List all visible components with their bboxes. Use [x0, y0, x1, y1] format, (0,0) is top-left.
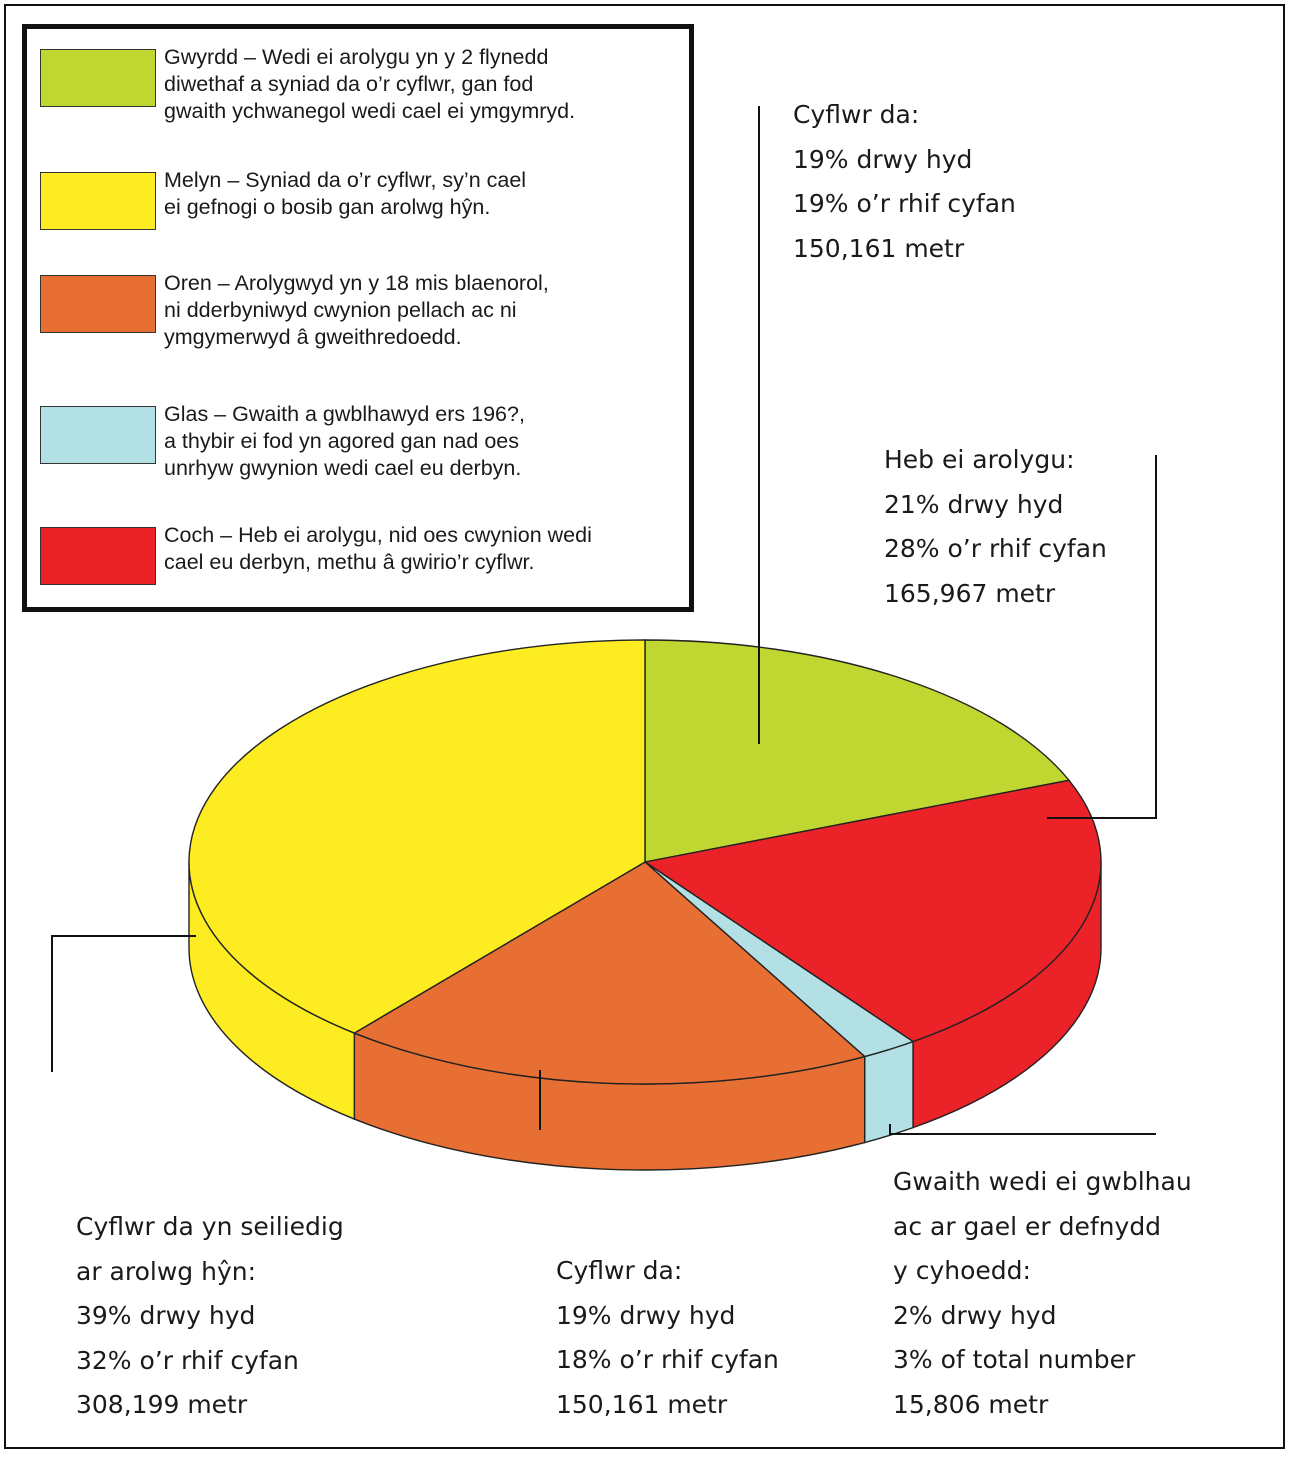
- callout-blue: Gwaith wedi ei gwblhau ac ar gael er def…: [893, 1160, 1192, 1427]
- legend-swatch-red: [40, 527, 156, 585]
- legend-swatch-orange: [40, 275, 156, 333]
- callout-green-line: Cyflwr da:: [793, 100, 920, 129]
- legend-text-green: Gwyrdd – Wedi ei arolygu yn y 2 flynedd …: [164, 45, 576, 123]
- legend-text-orange: Oren – Arolygwyd yn y 18 mis blaenorol, …: [164, 271, 549, 349]
- callout-yellow-line: 39% drwy hyd: [76, 1301, 256, 1330]
- callout-red-line: Heb ei arolygu:: [884, 445, 1075, 474]
- pie-slice-coch: [643, 779, 1102, 1043]
- leader-line-melyn: [51, 935, 196, 1072]
- callout-orange: Cyflwr da: 19% drwy hyd 18% o’r rhif cyf…: [556, 1249, 779, 1427]
- callout-blue-line: 3% of total number: [893, 1345, 1136, 1374]
- legend-text-red: Coch – Heb ei arolygu, nid oes cwynion w…: [164, 523, 592, 574]
- callout-yellow-line: 308,199 metr: [76, 1390, 248, 1419]
- callout-green: Cyflwr da: 19% drwy hyd 19% o’r rhif cyf…: [793, 93, 1016, 271]
- callout-orange-line: 150,161 metr: [556, 1389, 728, 1419]
- callout-blue-line: 2% drwy hyd: [893, 1300, 1057, 1330]
- callout-orange-line: Cyflwr da:: [556, 1256, 683, 1285]
- chart-frame: [4, 4, 1285, 1449]
- pie-slice-melyn: [188, 639, 646, 1034]
- leader-line-coch: [1047, 455, 1157, 819]
- callout-green-line: 19% drwy hyd: [793, 144, 973, 174]
- callout-red-line: 28% o’r rhif cyfan: [884, 534, 1107, 563]
- pie-slice-gwyrdd: [644, 639, 1071, 863]
- legend-swatch-green: [40, 49, 156, 107]
- callout-yellow-line: ar arolwg hŷn:: [76, 1256, 257, 1286]
- callout-yellow: Cyflwr da yn seiliedig ar arolwg hŷn: 39…: [76, 1205, 344, 1428]
- callout-blue-line: y cyhoedd:: [893, 1256, 1031, 1285]
- pie-side-glas: [863, 1040, 914, 1144]
- pie-slice-oren: [352, 861, 867, 1085]
- callout-red: Heb ei arolygu: 21% drwy hyd 28% o’r rhi…: [884, 438, 1107, 616]
- legend-swatch-blue: [40, 406, 156, 464]
- callout-orange-line: 19% drwy hyd: [556, 1300, 736, 1330]
- legend-swatch-yellow: [40, 172, 156, 230]
- legend-text-blue: Glas – Gwaith a gwblhawyd ers 196?, a th…: [164, 402, 525, 480]
- callout-orange-line: 18% o’r rhif cyfan: [556, 1345, 779, 1374]
- callout-blue-line: 15,806 metr: [893, 1389, 1049, 1419]
- callout-yellow-line: 32% o’r rhif cyfan: [76, 1345, 299, 1375]
- legend: Gwyrdd – Wedi ei arolygu yn y 2 flynedd …: [22, 24, 694, 612]
- callout-yellow-line: Cyflwr da yn seiliedig: [76, 1212, 344, 1241]
- callout-blue-line: Gwaith wedi ei gwblhau: [893, 1167, 1192, 1196]
- callout-green-line: 19% o’r rhif cyfan: [793, 189, 1016, 218]
- callout-green-line: 150,161 metr: [793, 233, 965, 263]
- callout-blue-line: ac ar gael er defnydd: [893, 1211, 1162, 1241]
- leader-line-glas: [889, 1124, 1156, 1135]
- callout-red-line: 21% drwy hyd: [884, 489, 1064, 519]
- legend-text-yellow: Melyn – Syniad da o’r cyflwr, sy’n cael …: [164, 168, 527, 219]
- callout-red-line: 165,967 metr: [884, 578, 1056, 608]
